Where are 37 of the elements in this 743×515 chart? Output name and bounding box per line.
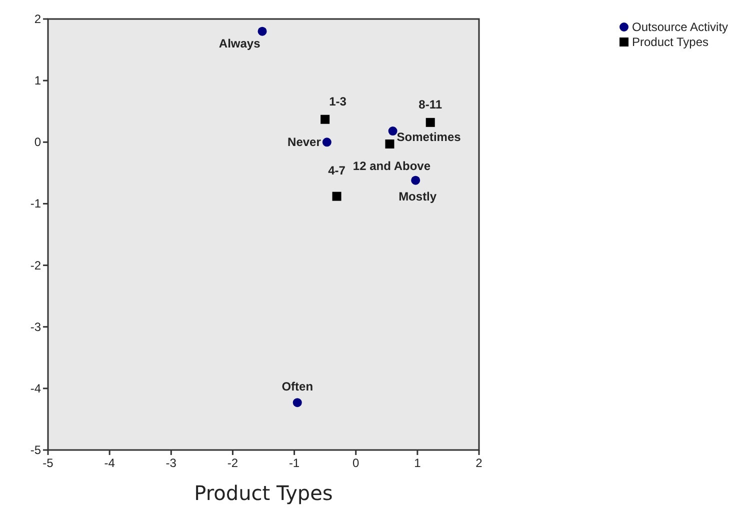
point — [258, 26, 267, 36]
y-tick-label: 0 — [34, 135, 42, 150]
x-axis-title: Product Types — [194, 481, 333, 505]
y-tick-label: 2 — [34, 12, 42, 26]
annotation: Never — [288, 135, 322, 150]
x-tick-label: 0 — [352, 456, 360, 470]
annotation: Always — [218, 36, 261, 50]
y-tick-label: -3 — [30, 320, 42, 334]
x-tick-label: -4 — [104, 456, 116, 470]
x-tick-label: -1 — [288, 456, 300, 470]
x-tick-label: -3 — [166, 456, 177, 470]
legend-label: Outsource Activity — [632, 20, 728, 34]
y-tick-label: -5 — [30, 443, 42, 457]
y-tick-label: -2 — [30, 258, 42, 272]
x-tick-label: 1 — [414, 456, 422, 470]
point — [292, 398, 302, 408]
y-tick-label: -1 — [30, 196, 42, 211]
annotation: Sometimes — [396, 130, 462, 144]
x-tick-label: -5 — [42, 456, 54, 470]
y-tick-label: -4 — [30, 381, 42, 396]
annotation: Often — [282, 380, 314, 394]
annotation: 12 and Above — [352, 158, 431, 173]
annotation: 1-3 — [329, 94, 347, 108]
annotation: 4-7 — [328, 163, 346, 178]
point — [385, 139, 394, 148]
point — [320, 114, 330, 124]
x-tick-label: 2 — [476, 456, 483, 470]
point — [411, 176, 420, 185]
x-tick-label: -2 — [227, 456, 238, 470]
annotation: 8-11 — [418, 97, 442, 112]
point — [388, 126, 398, 136]
annotation: Mostly — [398, 189, 437, 204]
point — [426, 118, 435, 127]
point — [322, 138, 332, 147]
legend-label: Product Types — [632, 35, 708, 49]
point — [332, 192, 342, 201]
y-tick-label: 1 — [34, 74, 42, 88]
